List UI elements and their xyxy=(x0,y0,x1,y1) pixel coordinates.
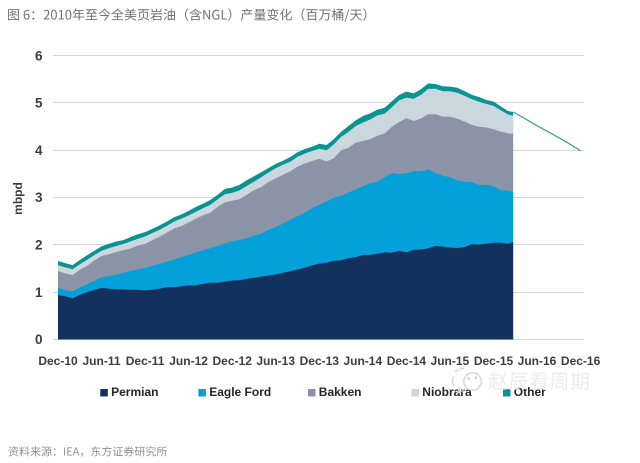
svg-text:5: 5 xyxy=(35,96,43,111)
svg-text:Niobrara: Niobrara xyxy=(422,385,472,399)
svg-text:6: 6 xyxy=(35,48,43,63)
svg-text:4: 4 xyxy=(35,143,43,158)
svg-text:Jun-12: Jun-12 xyxy=(169,354,208,368)
svg-text:Dec-16: Dec-16 xyxy=(561,354,601,368)
svg-text:Dec-11: Dec-11 xyxy=(126,354,165,368)
svg-text:Jun-15: Jun-15 xyxy=(431,354,470,368)
svg-text:Permian: Permian xyxy=(111,385,158,399)
svg-text:mbpd: mbpd xyxy=(11,182,25,215)
svg-text:Dec-15: Dec-15 xyxy=(474,354,514,368)
svg-text:Jun-13: Jun-13 xyxy=(256,354,295,368)
svg-text:2: 2 xyxy=(35,238,43,253)
svg-text:Jun-16: Jun-16 xyxy=(518,354,557,368)
svg-text:0: 0 xyxy=(35,332,43,347)
svg-text:Jun-11: Jun-11 xyxy=(82,354,120,368)
svg-text:Jun-14: Jun-14 xyxy=(343,354,382,368)
svg-text:Bakken: Bakken xyxy=(319,385,362,399)
svg-text:Dec-12: Dec-12 xyxy=(213,354,253,368)
svg-text:Dec-10: Dec-10 xyxy=(38,354,78,368)
svg-text:3: 3 xyxy=(35,190,43,205)
svg-text:Dec-13: Dec-13 xyxy=(300,354,340,368)
svg-text:Dec-14: Dec-14 xyxy=(387,354,427,368)
svg-text:1: 1 xyxy=(35,285,43,300)
svg-text:Eagle Ford: Eagle Ford xyxy=(209,385,271,399)
